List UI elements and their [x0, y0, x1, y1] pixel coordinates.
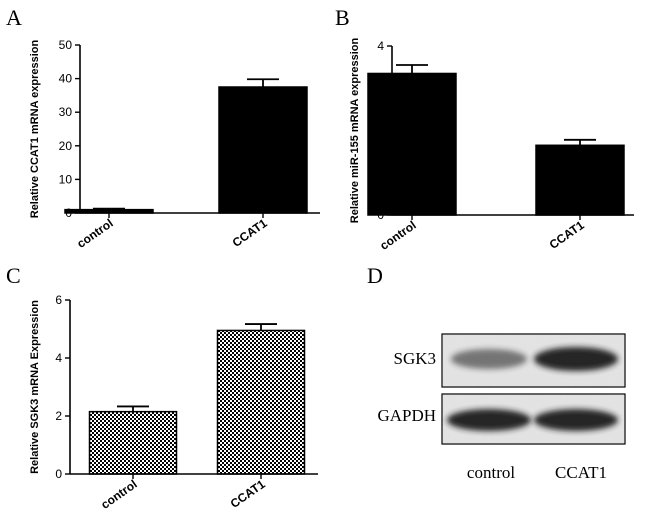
chart-b: 0 1 2 3 4 control CCAT1 Relative miR-155 mRNA e…: [349, 38, 634, 253]
category-label-c-control: control: [98, 477, 139, 512]
blot-band-gapdh-ccat1: [534, 409, 618, 431]
panel-letter-a: A: [6, 5, 22, 30]
western-blot: SGK3 GAPDH control CCAT1: [377, 333, 626, 482]
y-tick-label-b-2: 2: [377, 124, 384, 138]
category-label-b-ccat1: CCAT1: [547, 218, 587, 252]
blot-band-sgk3-control: [451, 349, 527, 369]
y-axis-label-b: Relative miR-155 mRNA expression: [349, 38, 361, 224]
y-tick-label-b-0: 0: [377, 208, 384, 222]
y-axis-label-a: Relative CCAT1 mRNA expression: [29, 39, 41, 218]
blot-row-label-gapdh: GAPDH: [377, 406, 436, 425]
bar-c-control: [88, 410, 178, 475]
y-tick-label-b-3: 3: [377, 81, 384, 95]
y-tick-label-a-30: 30: [59, 105, 73, 119]
y-tick-label-c-2: 2: [55, 409, 62, 423]
category-label-a-ccat1: CCAT1: [230, 216, 270, 250]
y-tick-label-b-4: 4: [377, 39, 384, 53]
panel-letter-b: B: [335, 5, 350, 30]
blot-band-gapdh-control: [447, 409, 531, 431]
y-tick-label-c-0: 0: [55, 467, 62, 481]
blot-lane-label-control: control: [467, 463, 515, 482]
y-tick-label-b-1: 1: [377, 166, 384, 180]
blot-row-label-sgk3: SGK3: [393, 349, 436, 368]
y-tick-label-a-10: 10: [59, 172, 73, 186]
bar-b-ccat1: [535, 144, 625, 216]
blot-strip-gapdh: [441, 393, 626, 445]
blot-lane-label-ccat1: CCAT1: [555, 463, 607, 482]
bar-b-control: [367, 72, 457, 216]
bar-c-ccat1: [216, 329, 306, 475]
y-tick-label-c-6: 6: [55, 293, 62, 307]
chart-c: 0 2 4 6 control CCAT1 Relative SGK3 mRNA Expre…: [29, 293, 318, 512]
y-tick-label-a-50: 50: [59, 38, 73, 52]
y-tick-label-a-40: 40: [59, 72, 73, 86]
category-label-c-ccat1: CCAT1: [228, 477, 268, 511]
category-label-a-control: control: [74, 216, 115, 251]
y-axis-label-c: Relative SGK3 mRNA Expression: [29, 300, 41, 474]
bar-a-ccat1: [218, 86, 308, 214]
chart-a: 0 10 20 30 40 50 control CCAT1 Relative CCAT1 mR…: [29, 38, 320, 251]
blot-strip-sgk3: [441, 333, 626, 388]
y-tick-label-c-4: 4: [55, 351, 62, 365]
panel-letter-d: D: [367, 263, 383, 288]
y-tick-label-a-20: 20: [59, 139, 73, 153]
y-tick-label-a-0: 0: [65, 206, 72, 220]
category-label-b-control: control: [377, 218, 418, 253]
panel-letter-c: C: [6, 263, 21, 288]
blot-band-sgk3-ccat1: [534, 347, 618, 371]
